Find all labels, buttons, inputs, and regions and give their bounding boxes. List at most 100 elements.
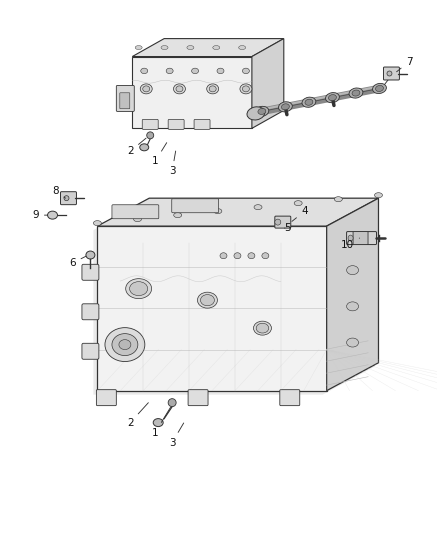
Ellipse shape [134,216,141,222]
Text: 5: 5 [284,223,291,233]
Ellipse shape [247,107,265,120]
Ellipse shape [349,88,363,98]
Ellipse shape [191,68,198,74]
Ellipse shape [126,279,152,298]
FancyBboxPatch shape [346,232,377,245]
Text: 1: 1 [152,143,167,166]
Text: 6: 6 [69,256,86,268]
Ellipse shape [242,68,249,74]
Text: 4: 4 [292,206,308,221]
Ellipse shape [262,253,269,259]
Ellipse shape [140,84,152,94]
Text: 2: 2 [127,403,148,427]
Ellipse shape [168,399,176,407]
FancyBboxPatch shape [82,264,99,280]
Ellipse shape [161,46,168,50]
Ellipse shape [275,219,281,225]
FancyBboxPatch shape [168,119,184,130]
Ellipse shape [294,200,302,206]
FancyBboxPatch shape [142,119,158,130]
FancyBboxPatch shape [112,205,159,219]
Ellipse shape [282,104,290,110]
Text: 2: 2 [127,138,146,156]
Ellipse shape [143,86,150,92]
Ellipse shape [135,46,142,50]
Ellipse shape [64,196,69,200]
Ellipse shape [166,68,173,74]
FancyBboxPatch shape [194,119,210,130]
Ellipse shape [173,84,185,94]
Ellipse shape [141,68,148,74]
FancyBboxPatch shape [275,216,291,228]
Polygon shape [93,202,374,394]
Ellipse shape [254,321,272,335]
Ellipse shape [207,84,219,94]
Ellipse shape [258,108,266,115]
Ellipse shape [255,106,269,117]
Polygon shape [97,226,327,391]
Ellipse shape [254,205,262,209]
Ellipse shape [130,281,148,296]
FancyBboxPatch shape [188,390,208,406]
Ellipse shape [93,221,101,225]
Ellipse shape [242,86,249,92]
Ellipse shape [153,418,163,426]
Ellipse shape [346,265,359,274]
FancyBboxPatch shape [172,199,219,213]
Ellipse shape [240,84,252,94]
Ellipse shape [239,46,246,50]
Ellipse shape [105,328,145,361]
Ellipse shape [346,302,359,311]
Ellipse shape [248,253,255,259]
Ellipse shape [112,334,138,356]
Ellipse shape [352,90,360,96]
Ellipse shape [328,94,336,101]
Ellipse shape [234,253,241,259]
Ellipse shape [147,132,154,139]
Ellipse shape [302,97,316,107]
Ellipse shape [334,197,343,201]
Ellipse shape [209,86,216,92]
Ellipse shape [48,211,57,219]
Text: 10: 10 [341,238,360,250]
Polygon shape [252,38,284,128]
FancyBboxPatch shape [82,304,99,320]
Ellipse shape [213,46,220,50]
Ellipse shape [174,213,182,217]
Ellipse shape [119,340,131,350]
Ellipse shape [140,144,149,151]
FancyBboxPatch shape [384,67,399,80]
Polygon shape [132,56,252,128]
Ellipse shape [220,253,227,259]
Ellipse shape [387,71,392,76]
Ellipse shape [176,86,183,92]
Text: 3: 3 [169,423,184,448]
FancyBboxPatch shape [82,343,99,359]
Polygon shape [132,38,284,56]
Ellipse shape [198,292,217,308]
Ellipse shape [187,46,194,50]
FancyBboxPatch shape [280,390,300,406]
Ellipse shape [86,251,95,259]
Ellipse shape [201,295,215,306]
Text: 9: 9 [32,210,48,220]
Text: 8: 8 [52,186,66,198]
Ellipse shape [346,338,359,347]
Ellipse shape [305,99,313,105]
Polygon shape [97,198,378,226]
Ellipse shape [325,93,339,103]
FancyBboxPatch shape [60,192,77,205]
Ellipse shape [217,68,224,74]
Polygon shape [327,198,378,391]
FancyBboxPatch shape [96,390,117,406]
Ellipse shape [348,235,353,241]
Ellipse shape [214,208,222,214]
Ellipse shape [279,102,292,112]
Text: 7: 7 [396,56,413,72]
Ellipse shape [373,83,386,93]
FancyBboxPatch shape [353,232,368,245]
Ellipse shape [256,323,269,333]
FancyBboxPatch shape [120,93,130,109]
Text: 3: 3 [169,151,176,176]
Ellipse shape [374,193,382,198]
